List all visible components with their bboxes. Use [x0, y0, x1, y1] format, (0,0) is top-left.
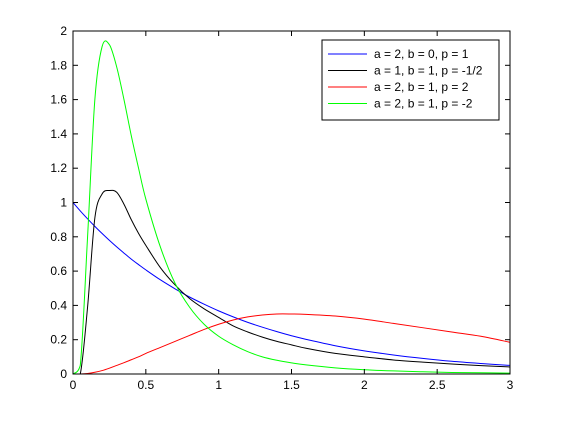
y-tick-label: 0.8: [50, 230, 67, 244]
legend: a = 2, b = 0, p = 1 a = 1, b = 1, p = -1/…: [321, 39, 500, 121]
tick-layer: 0 0.5 1 1.5 2 2.5 3 0 0.2 0.4 0.6 0.8 1 1.2 1.4 1.6 1.8 2: [50, 24, 513, 392]
x-tick-label: 2.5: [429, 378, 446, 392]
y-tick-label: 1.8: [50, 58, 67, 72]
series-layer: [72, 40, 511, 375]
y-tick-label: 1.6: [50, 93, 67, 107]
legend-box: [321, 39, 500, 121]
y-tick-label: 0: [60, 367, 67, 381]
series-line-1: [72, 202, 511, 366]
y-tick-label: 1: [60, 196, 67, 210]
legend-label-1: a = 2, b = 0, p = 1: [374, 47, 469, 61]
y-tick-label: 1.4: [50, 127, 67, 141]
legend-label-3: a = 2, b = 1, p = 2: [374, 80, 469, 94]
series-line-3: [72, 313, 511, 375]
y-tick-label: 2: [60, 24, 67, 38]
y-tick-label: 0.2: [50, 333, 67, 347]
x-tick-label: 0.5: [137, 378, 154, 392]
y-tick-label: 0.4: [50, 298, 67, 312]
x-tick-label: 3: [507, 378, 514, 392]
y-tick-label: 1.2: [50, 161, 67, 175]
legend-label-4: a = 2, b = 1, p = -2: [374, 97, 473, 111]
series-line-2: [72, 189, 511, 375]
x-tick-label: 1: [215, 378, 222, 392]
series-line-4: [72, 40, 511, 375]
legend-label-2: a = 1, b = 1, p = -1/2: [374, 64, 483, 78]
x-tick-label: 2: [361, 378, 368, 392]
x-tick-label: 0: [70, 378, 77, 392]
y-tick-label: 0.6: [50, 264, 67, 278]
x-tick-label: 1.5: [283, 378, 300, 392]
